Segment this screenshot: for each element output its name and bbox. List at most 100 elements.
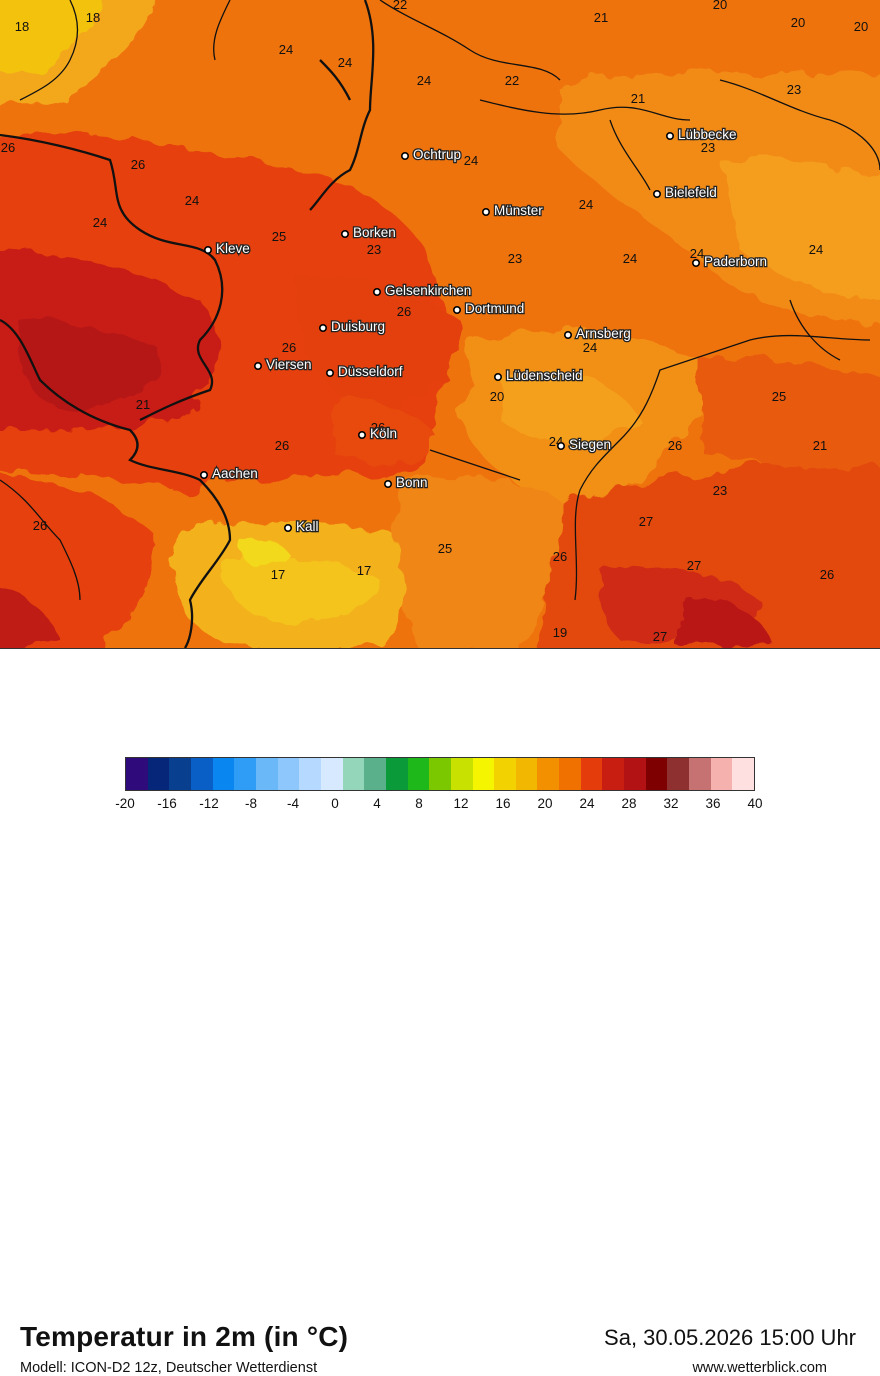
temp-label: 17 <box>357 563 371 578</box>
legend-tick-label: -20 <box>115 796 135 811</box>
svg-text:Kleve: Kleve <box>216 241 250 256</box>
temp-label: 26 <box>275 438 289 453</box>
city-gelsenkirchen[interactable]: Gelsenkirchen <box>372 282 473 299</box>
city-kall[interactable]: Kall <box>283 518 320 535</box>
temp-label: 26 <box>33 518 47 533</box>
city-koeln[interactable]: Köln <box>357 425 398 442</box>
city-dortmund[interactable]: Dortmund <box>452 300 526 317</box>
legend-swatch <box>407 758 430 790</box>
temp-label: 25 <box>438 541 452 556</box>
temp-label: 23 <box>787 82 801 97</box>
legend-tick-label: 20 <box>537 796 553 811</box>
temperature-fill <box>0 0 880 648</box>
temp-label: 27 <box>653 629 667 644</box>
legend-swatch <box>624 758 646 790</box>
temp-label: 24 <box>93 215 107 230</box>
temp-label: 24 <box>809 242 823 257</box>
website-link[interactable]: www.wetterblick.com <box>692 1360 827 1376</box>
legend-swatch <box>212 758 235 790</box>
legend-swatch <box>299 758 321 790</box>
forecast-datetime: Sa, 30.05.2026 15:00 Uhr <box>604 1325 856 1350</box>
city-siegen[interactable]: Siegen <box>556 436 612 453</box>
temp-label: 26 <box>282 340 296 355</box>
city-ochtrup[interactable]: Ochtrup <box>400 146 462 163</box>
city-luedenscheid[interactable]: Lüdenscheid <box>493 367 584 384</box>
temp-label: 20 <box>490 389 504 404</box>
city-duisburg[interactable]: Duisburg <box>318 318 386 335</box>
svg-text:Arnsberg: Arnsberg <box>576 326 631 341</box>
legend-tick-label: 24 <box>579 796 595 811</box>
temp-label: 19 <box>553 625 567 640</box>
temp-label: 21 <box>594 10 608 25</box>
legend-swatch <box>255 758 278 790</box>
state-borders <box>0 0 880 648</box>
legend-tick-label: -8 <box>244 796 258 811</box>
legend-tick-label: 40 <box>747 796 763 811</box>
legend-swatch <box>190 758 213 790</box>
temp-label: 26 <box>397 304 411 319</box>
legend-swatch <box>320 758 343 790</box>
svg-text:Lübbecke: Lübbecke <box>678 127 737 142</box>
city-duesseldorf[interactable]: Düsseldorf <box>325 363 404 380</box>
city-aachen[interactable]: Aachen <box>200 465 259 482</box>
temperature-map[interactable]: 18 18 22 21 20 20 20 24 24 24 22 21 23 2… <box>0 0 880 649</box>
legend-swatch <box>515 758 538 790</box>
temp-label: 18 <box>86 10 100 25</box>
city-borken[interactable]: Borken <box>340 224 397 241</box>
svg-text:Borken: Borken <box>353 225 396 240</box>
temp-label: 24 <box>690 246 704 261</box>
temp-label: 24 <box>185 193 199 208</box>
svg-text:Kall: Kall <box>296 519 319 534</box>
temp-label: 25 <box>272 229 286 244</box>
svg-text:Duisburg: Duisburg <box>331 319 385 334</box>
svg-text:Aachen: Aachen <box>212 466 258 481</box>
temp-label: 22 <box>393 0 407 12</box>
city-bonn[interactable]: Bonn <box>383 474 429 491</box>
svg-text:Lüdenscheid: Lüdenscheid <box>506 368 583 383</box>
temp-label: 23 <box>367 242 381 257</box>
temp-label: 21 <box>136 397 150 412</box>
legend-swatch <box>645 758 668 790</box>
temp-label: 17 <box>271 567 285 582</box>
legend-tick-label: 8 <box>415 796 423 811</box>
city-paderborn[interactable]: Paderborn <box>691 253 768 270</box>
svg-text:Siegen: Siegen <box>569 437 611 452</box>
city-muenster[interactable]: Münster <box>481 202 545 219</box>
temp-label: 25 <box>772 389 786 404</box>
svg-text:Bielefeld: Bielefeld <box>665 185 717 200</box>
legend-swatch <box>710 758 733 790</box>
temp-label: 26 <box>1 140 15 155</box>
legend-tick-label: 0 <box>331 796 339 811</box>
temp-label: 24 <box>417 73 431 88</box>
temp-label: 26 <box>131 157 145 172</box>
legend-swatch <box>429 758 451 790</box>
city-luebbecke[interactable]: Lübbecke <box>665 126 738 143</box>
svg-text:Köln: Köln <box>370 426 397 441</box>
temp-label: 26 <box>668 438 682 453</box>
temp-label: 18 <box>15 19 29 34</box>
legend-swatch <box>450 758 473 790</box>
temp-label: 20 <box>854 19 868 34</box>
city-arnsberg[interactable]: Arnsberg <box>563 325 632 342</box>
legend-swatch <box>169 758 191 790</box>
legend-swatch <box>364 758 386 790</box>
temp-label: 24 <box>279 42 293 57</box>
temp-label: 26 <box>553 549 567 564</box>
temp-label: 21 <box>813 438 827 453</box>
color-legend <box>125 757 755 791</box>
legend-tick-label: 32 <box>663 796 679 811</box>
city-bielefeld[interactable]: Bielefeld <box>652 184 718 201</box>
temp-label: 24 <box>338 55 352 70</box>
svg-text:Dortmund: Dortmund <box>465 301 524 316</box>
legend-swatch <box>602 758 625 790</box>
model-info: Modell: ICON-D2 12z, Deutscher Wetterdie… <box>20 1360 318 1376</box>
temp-label: 26 <box>820 567 834 582</box>
legend-labels: -20 -16 -12 -8 -4 0 4 8 12 16 20 24 28 32 36 40 <box>115 796 762 814</box>
temperature-labels: 18 18 22 21 20 20 20 24 24 24 22 21 23 2… <box>1 0 868 644</box>
temp-label: 20 <box>713 0 727 12</box>
city-viersen[interactable]: Viersen <box>254 356 313 373</box>
city-kleve[interactable]: Kleve <box>204 240 251 257</box>
legend-swatch <box>472 758 495 790</box>
legend-swatch <box>667 758 690 790</box>
legend-swatch <box>494 758 516 790</box>
